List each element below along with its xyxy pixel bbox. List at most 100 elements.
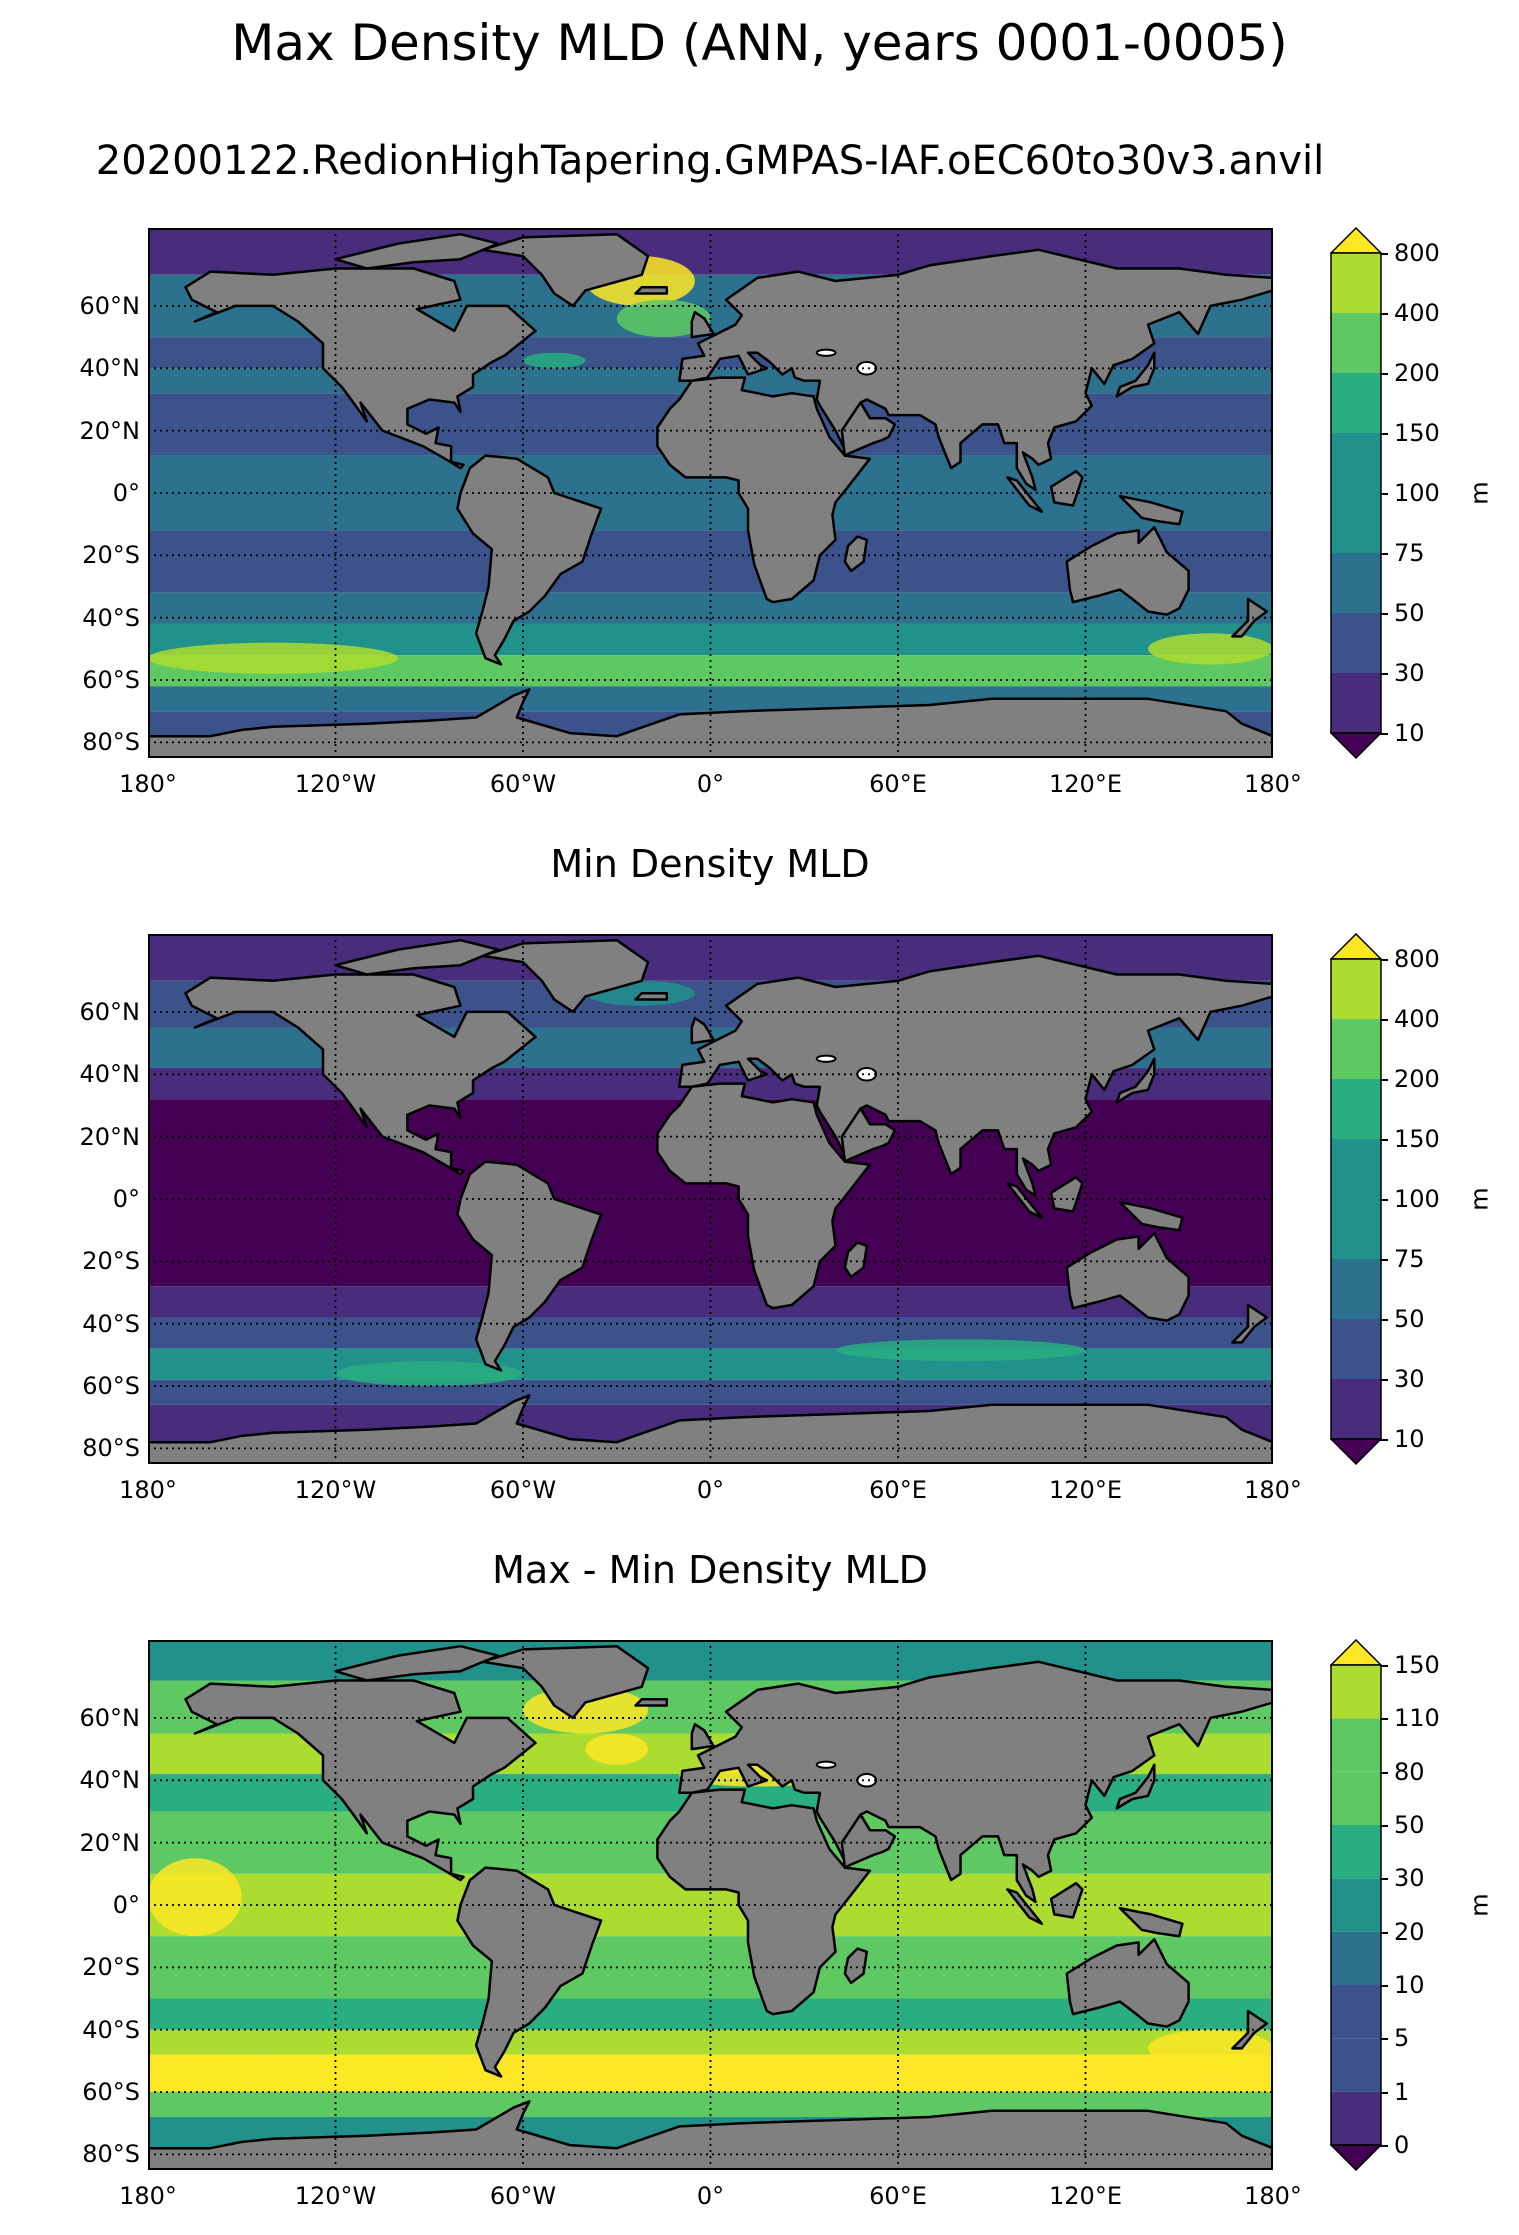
colorbar-label: 400 — [1394, 299, 1440, 327]
x-tick-label: 60°E — [869, 2182, 927, 2210]
land-arabia-horn — [840, 1107, 897, 1163]
colorbar-label: 800 — [1394, 945, 1440, 973]
ocean-patch — [616, 299, 711, 338]
ocean-band — [148, 1348, 1273, 1380]
land-new-zealand — [1231, 2009, 1269, 2050]
x-tick-label: 0° — [696, 770, 725, 798]
y-tick-label: 20°S — [82, 1247, 140, 1276]
x-tick-label: 0° — [696, 1476, 725, 1504]
colorbar-label: 30 — [1394, 1365, 1425, 1393]
land-uk — [690, 1016, 715, 1045]
colorbar-tick — [1380, 1079, 1388, 1081]
y-tick-label: 20°N — [79, 1122, 141, 1151]
colorbar-tick — [1380, 1379, 1388, 1381]
x-tick-label: 120°W — [294, 2182, 377, 2210]
y-tick-label: 20°N — [79, 1828, 141, 1857]
colorbar-segment — [1331, 1825, 1381, 1879]
x-tick-label: 180° — [1244, 1476, 1302, 1504]
colorbar-segment — [1331, 2038, 1381, 2092]
colorbar-label: 20 — [1394, 1917, 1425, 1946]
colorbar-segment — [1331, 253, 1381, 313]
colorbar-segment — [1331, 313, 1381, 373]
colorbar-tick — [1380, 1718, 1388, 1721]
lake — [856, 361, 878, 376]
y-tick-label: 40°N — [79, 1060, 141, 1089]
colorbar-tick — [1380, 1878, 1388, 1881]
colorbar-label: 80 — [1394, 1757, 1425, 1786]
x-tick-label: 180° — [119, 1476, 177, 1504]
colorbar-unit: m — [1465, 1187, 1494, 1211]
colorbar-tick — [1380, 493, 1388, 495]
land-south-america — [456, 1866, 603, 2078]
land-north-america — [184, 1679, 537, 1882]
colorbar-label: 50 — [1394, 599, 1425, 627]
x-tick-label: 180° — [1244, 770, 1302, 798]
colorbar-segment — [1331, 553, 1381, 613]
land-north-america — [184, 267, 537, 470]
x-tick-label: 0° — [696, 2182, 725, 2210]
colorbar-unit: m — [1465, 481, 1494, 505]
y-tick-label: 0° — [112, 1185, 140, 1213]
land-antarctica — [148, 1394, 1273, 1464]
ocean-patch — [585, 1733, 648, 1765]
lake — [815, 348, 837, 357]
x-tick-label: 60°W — [489, 770, 557, 798]
y-tick-label: 60°N — [79, 1703, 141, 1732]
colorbar-label: 100 — [1394, 479, 1440, 507]
x-tick-label: 120°E — [1049, 2182, 1122, 2210]
colorbar-segment — [1331, 1139, 1381, 1199]
colorbar-segment — [1331, 1718, 1381, 1772]
x-tick-label: 180° — [119, 2182, 177, 2210]
colorbar-tick — [1380, 1985, 1388, 1987]
land-iceland — [634, 1697, 669, 1707]
colorbar-label: 200 — [1394, 359, 1440, 387]
colorbar-label: 110 — [1394, 1704, 1440, 1733]
colorbar-tick — [1380, 1139, 1388, 1141]
colorbar-segment — [1331, 1771, 1381, 1825]
land-antarctica — [148, 2100, 1273, 2170]
map-frame — [148, 228, 1273, 758]
land-eurasia — [678, 248, 1273, 492]
colorbar-tick — [1380, 673, 1388, 675]
y-tick-label: 20°N — [79, 416, 141, 445]
figure-suptitle: Max Density MLD (ANN, years 0001-0005) — [231, 14, 1288, 72]
land-arctic-islands — [334, 938, 500, 976]
colorbar-tick — [1380, 613, 1388, 615]
map-panel-1 — [148, 228, 1273, 758]
land-borneo — [1049, 1881, 1084, 1919]
colorbar-label: 30 — [1394, 1864, 1425, 1893]
lake — [815, 1054, 837, 1063]
land-iceland — [634, 991, 669, 1001]
colorbar-1 — [1330, 227, 1382, 760]
ocean-patch — [1148, 2029, 1273, 2068]
land-eurasia — [678, 954, 1273, 1198]
colorbar-tick — [1380, 2091, 1388, 2094]
colorbar-extend-max — [1330, 933, 1382, 960]
y-tick-label: 80°S — [82, 728, 140, 757]
colorbar-label: 10 — [1394, 719, 1425, 747]
land-new-zealand — [1231, 597, 1269, 638]
colorbar-tick — [1380, 433, 1388, 435]
x-tick-label: 120°W — [294, 1476, 377, 1504]
land-eurasia — [678, 1660, 1273, 1904]
colorbar-tick — [1380, 959, 1388, 961]
land-antarctica — [148, 688, 1273, 758]
panel-title-3: Max - Min Density MLD — [492, 1548, 928, 1592]
map-panel-3 — [148, 1640, 1273, 2170]
y-tick-label: 0° — [112, 1891, 140, 1919]
land-sumatra — [1006, 1182, 1044, 1219]
colorbar-tick — [1380, 1771, 1388, 1774]
map-svg-3 — [148, 1640, 1273, 2170]
land-madagascar — [843, 535, 869, 573]
land-new-guinea — [1118, 1906, 1184, 1938]
x-tick-label: 60°E — [869, 770, 927, 798]
colorbar-tick — [1380, 1019, 1388, 1021]
colorbar-segment — [1331, 1878, 1381, 1932]
colorbar-label: 30 — [1394, 659, 1425, 687]
colorbar-tick — [1380, 373, 1388, 375]
land-sumatra — [1006, 476, 1044, 513]
land-north-america — [184, 973, 537, 1176]
colorbar-tick — [1380, 253, 1388, 255]
y-tick-label: 60°S — [82, 2078, 140, 2107]
land-south-america — [456, 454, 603, 666]
